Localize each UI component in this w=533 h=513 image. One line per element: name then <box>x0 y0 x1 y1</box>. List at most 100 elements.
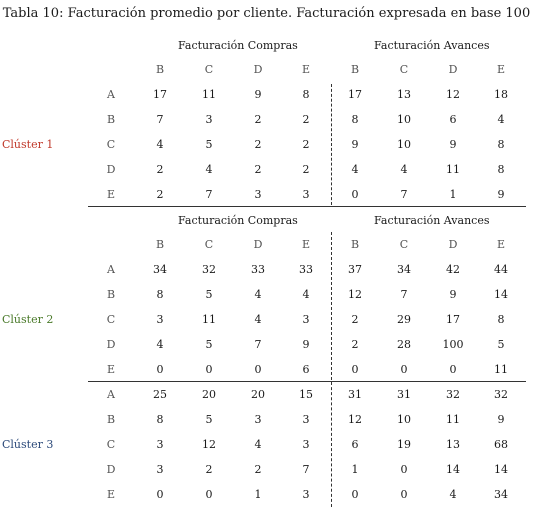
column-header: E <box>496 63 506 76</box>
row-header: C <box>106 313 116 326</box>
table-cell: 34 <box>494 488 508 501</box>
group-separator <box>331 84 332 205</box>
table-cell: 18 <box>494 88 508 101</box>
table-cell: 32 <box>494 388 508 401</box>
table-cell: 2 <box>156 163 164 176</box>
table-cell: 4 <box>449 488 457 501</box>
table-cell: 9 <box>254 88 262 101</box>
table-cell: 0 <box>156 488 164 501</box>
table-cell: 100 <box>442 338 464 351</box>
column-header: D <box>253 63 263 76</box>
table-cell: 3 <box>302 313 310 326</box>
row-header: E <box>106 363 116 376</box>
table-cell: 2 <box>254 113 262 126</box>
table-cell: 2 <box>351 338 359 351</box>
table-cell: 11 <box>446 163 460 176</box>
row-header: D <box>106 463 116 476</box>
row-header: C <box>106 438 116 451</box>
table-cell: 0 <box>400 463 408 476</box>
column-header: C <box>204 63 214 76</box>
table-cell: 0 <box>449 363 457 376</box>
table-cell: 9 <box>449 138 457 151</box>
group-header-compras: Facturación Compras <box>178 214 298 227</box>
column-header: C <box>399 238 409 251</box>
table-cell: 3 <box>156 438 164 451</box>
table-cell: 20 <box>202 388 216 401</box>
table-cell: 11 <box>202 88 216 101</box>
table-cell: 14 <box>446 463 460 476</box>
table-cell: 9 <box>497 413 505 426</box>
table-cell: 68 <box>494 438 508 451</box>
column-header: B <box>155 238 165 251</box>
table-cell: 3 <box>302 413 310 426</box>
column-header: B <box>350 238 360 251</box>
column-header: C <box>399 63 409 76</box>
table-cell: 37 <box>348 263 362 276</box>
table-cell: 11 <box>446 413 460 426</box>
row-header: A <box>107 88 115 101</box>
table-cell: 1 <box>254 488 262 501</box>
table-cell: 6 <box>302 363 310 376</box>
table-cell: 34 <box>397 263 411 276</box>
table-cell: 0 <box>156 363 164 376</box>
table-cell: 8 <box>156 413 164 426</box>
row-header: D <box>106 163 116 176</box>
table-cell: 2 <box>302 113 310 126</box>
table-cell: 8 <box>156 288 164 301</box>
column-header: C <box>204 238 214 251</box>
table-cell: 8 <box>302 88 310 101</box>
group-header-avances: Facturación Avances <box>374 39 490 52</box>
table-cell: 33 <box>299 263 313 276</box>
table-cell: 29 <box>397 313 411 326</box>
table-cell: 3 <box>302 438 310 451</box>
table-cell: 4 <box>254 288 262 301</box>
table-cell: 6 <box>351 438 359 451</box>
column-header: E <box>301 238 311 251</box>
row-header: B <box>106 113 116 126</box>
table-cell: 4 <box>351 163 359 176</box>
table-cell: 12 <box>348 413 362 426</box>
cluster-label: Clúster 1 <box>2 138 54 151</box>
column-header: B <box>155 63 165 76</box>
table-cell: 5 <box>205 413 213 426</box>
table-cell: 0 <box>254 363 262 376</box>
table-cell: 4 <box>302 288 310 301</box>
table-cell: 8 <box>497 313 505 326</box>
table-cell: 2 <box>302 163 310 176</box>
table-cell: 2 <box>156 188 164 201</box>
table-cell: 5 <box>205 338 213 351</box>
table-cell: 3 <box>302 488 310 501</box>
table-cell: 4 <box>254 438 262 451</box>
table-cell: 4 <box>156 338 164 351</box>
table-cell: 8 <box>351 113 359 126</box>
cluster-label: Clúster 3 <box>2 438 54 451</box>
table-cell: 19 <box>397 438 411 451</box>
table-cell: 8 <box>497 163 505 176</box>
table-cell: 6 <box>449 113 457 126</box>
table-cell: 3 <box>156 313 164 326</box>
table-cell: 17 <box>153 88 167 101</box>
table-cell: 9 <box>302 338 310 351</box>
table-cell: 20 <box>251 388 265 401</box>
table-cell: 7 <box>156 113 164 126</box>
table-cell: 0 <box>400 363 408 376</box>
table-cell: 31 <box>397 388 411 401</box>
row-header: E <box>106 188 116 201</box>
group-separator <box>331 232 332 380</box>
column-header: E <box>496 238 506 251</box>
row-header: B <box>106 413 116 426</box>
column-header: E <box>301 63 311 76</box>
row-header: B <box>106 288 116 301</box>
table-cell: 13 <box>446 438 460 451</box>
column-header: D <box>253 238 263 251</box>
table-cell: 2 <box>254 138 262 151</box>
table-cell: 44 <box>494 263 508 276</box>
table-cell: 1 <box>351 463 359 476</box>
table-cell: 7 <box>302 463 310 476</box>
table-cell: 28 <box>397 338 411 351</box>
cluster-label: Clúster 2 <box>2 313 54 326</box>
table-cell: 8 <box>497 138 505 151</box>
group-header-avances: Facturación Avances <box>374 214 490 227</box>
table-cell: 0 <box>205 363 213 376</box>
table-cell: 2 <box>254 163 262 176</box>
